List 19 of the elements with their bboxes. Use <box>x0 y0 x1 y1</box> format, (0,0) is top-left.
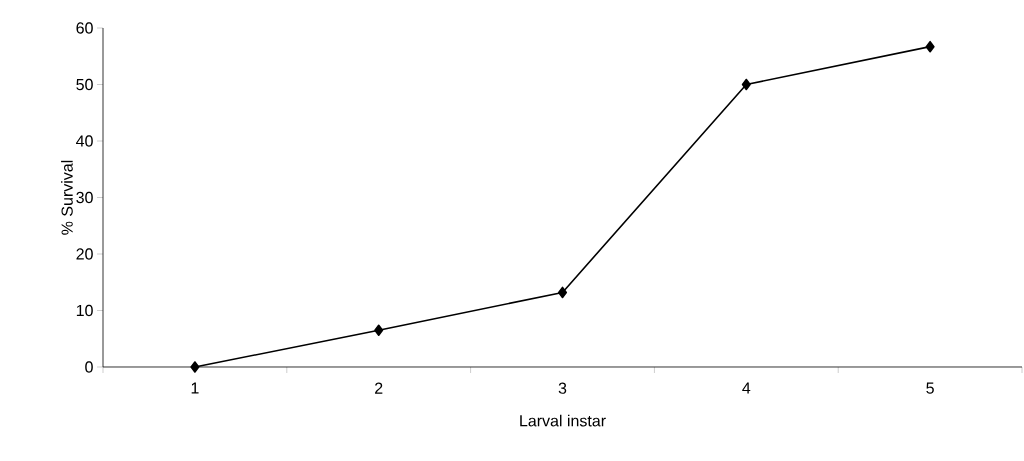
y-tick-label: 0 <box>85 361 93 373</box>
y-tick-label: 30 <box>76 191 93 204</box>
x-tick-label: 4 <box>742 382 751 394</box>
y-tick-label: 20 <box>76 248 93 260</box>
y-axis-title: % Survival <box>61 160 73 235</box>
point <box>374 324 384 337</box>
point <box>925 40 935 53</box>
y-tick-label: 60 <box>76 22 93 34</box>
x-tick-label: 5 <box>926 382 934 394</box>
x-axis-title: Larval instar <box>520 414 606 427</box>
y-tick-label: 10 <box>76 304 93 317</box>
point <box>741 78 751 91</box>
point <box>557 286 568 299</box>
point <box>190 361 200 373</box>
x-tick-label: 1 <box>191 382 199 394</box>
y-tick-label: 40 <box>76 135 93 147</box>
y-tick-label: 50 <box>76 78 93 91</box>
x-tick-label: 3 <box>558 382 567 394</box>
x-tick-label: 2 <box>375 382 383 394</box>
